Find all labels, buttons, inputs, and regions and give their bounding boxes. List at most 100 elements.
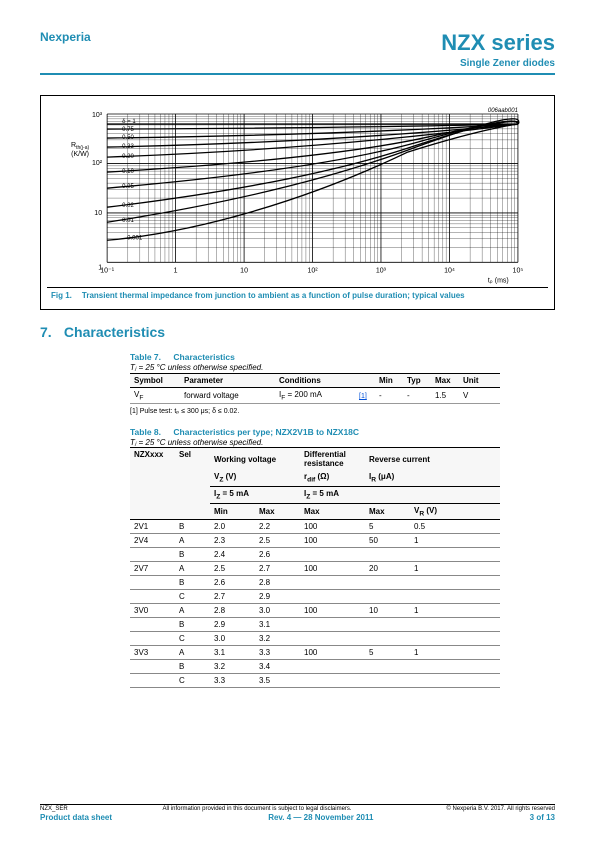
svg-text:0.05: 0.05 [122, 184, 134, 190]
table8-cell: 2.5 [210, 562, 255, 576]
table8-cell: A [175, 646, 210, 660]
table8-cell [130, 576, 175, 590]
table7-title: Characteristics [173, 352, 234, 362]
table7-footnote: [1] Pulse test: tₚ ≤ 300 μs; δ ≤ 0.02. [130, 407, 555, 415]
table8-cell: 2.8 [255, 576, 300, 590]
table8-label: Table 8. [130, 427, 161, 437]
table8-cell: 0.5 [410, 520, 500, 534]
section-title: Characteristics [64, 324, 165, 340]
table8-cell: 1 [410, 646, 500, 660]
table8-cell [130, 632, 175, 646]
table8-cell [365, 618, 410, 632]
svg-text:0.50: 0.50 [122, 135, 134, 141]
table8-cell: 3V3 [130, 646, 175, 660]
table8-cell: B [175, 548, 210, 562]
svg-text:10²: 10² [307, 267, 318, 274]
svg-text:10³: 10³ [92, 112, 103, 119]
table8-cell: B [175, 618, 210, 632]
table8-cell: 3.5 [255, 674, 300, 688]
table8-cell: 20 [365, 562, 410, 576]
svg-text:10: 10 [94, 210, 102, 217]
table8-cell: 2.9 [210, 618, 255, 632]
table8-cell: A [175, 562, 210, 576]
table8-cell: 3.0 [210, 632, 255, 646]
table8-cell: 3.2 [210, 660, 255, 674]
table8-cell: C [175, 674, 210, 688]
table8-cell: 2.6 [255, 548, 300, 562]
table8-cell [130, 674, 175, 688]
table8-cell: A [175, 604, 210, 618]
svg-text:(K/W): (K/W) [71, 151, 89, 158]
table8-cell: 100 [300, 520, 365, 534]
svg-text:0.33: 0.33 [122, 144, 134, 150]
table8-cell: 1 [410, 604, 500, 618]
table8-cell: 2V1 [130, 520, 175, 534]
table8-cell [365, 590, 410, 604]
footnote-link[interactable]: [1] [359, 393, 367, 400]
table8-cell: 100 [300, 604, 365, 618]
table8-subtitle: Tⱼ = 25 °C unless otherwise specified. [130, 438, 555, 447]
table8-cell: 2.6 [210, 576, 255, 590]
table8-cell [130, 618, 175, 632]
table8-cell: 1 [410, 562, 500, 576]
table8-cell [130, 660, 175, 674]
figure-1-box: 006aab001 [40, 95, 555, 310]
svg-text:10⁵: 10⁵ [513, 267, 524, 274]
table8-cell: 1 [410, 534, 500, 548]
footer-right: 3 of 13 [530, 813, 555, 822]
table8-cell: 2.9 [255, 590, 300, 604]
svg-text:0.20: 0.20 [122, 154, 134, 160]
table8-title: Characteristics per type; NZX2V1B to NZX… [173, 427, 359, 437]
footer-left: Product data sheet [40, 813, 112, 822]
svg-text:tₚ (ms): tₚ (ms) [488, 277, 509, 284]
table8-cell: C [175, 632, 210, 646]
table7: Symbol Parameter Conditions Min Typ Max … [130, 373, 500, 405]
table8-cell: 3.2 [255, 632, 300, 646]
table8-cell: 2.3 [210, 534, 255, 548]
page-footer: NZX_SER All information provided in this… [40, 804, 555, 822]
table8-cell: 2V7 [130, 562, 175, 576]
table8-cell [410, 590, 500, 604]
table8-cell: A [175, 534, 210, 548]
table8-cell: 3.0 [255, 604, 300, 618]
table8-cell [365, 632, 410, 646]
svg-text:0.01: 0.01 [122, 218, 134, 224]
footer-doc-id: NZX_SER [40, 806, 68, 812]
table8-cell [300, 548, 365, 562]
table8-cell: 2.4 [210, 548, 255, 562]
table8-cell: 3.1 [210, 646, 255, 660]
table8-cell [410, 618, 500, 632]
table8-cell [410, 576, 500, 590]
table8-cell: 3.1 [255, 618, 300, 632]
svg-text:1: 1 [174, 267, 178, 274]
table8-cell: 3.3 [255, 646, 300, 660]
table8-cell [410, 674, 500, 688]
table8-cell [365, 576, 410, 590]
table8-cell: 2.7 [255, 562, 300, 576]
table8-cell: 5 [365, 520, 410, 534]
brand-name: Nexperia [40, 30, 91, 44]
table8-cell [410, 660, 500, 674]
table8-cell: 2V4 [130, 534, 175, 548]
table8-cell [300, 660, 365, 674]
table8-cell [410, 548, 500, 562]
table8-cell [300, 590, 365, 604]
table8-cell: 2.0 [210, 520, 255, 534]
table8-cell [130, 548, 175, 562]
table8-cell [300, 576, 365, 590]
table8-cell [410, 632, 500, 646]
svg-text:10: 10 [240, 267, 248, 274]
svg-text:0.10: 0.10 [122, 169, 134, 175]
figure-label: Fig 1. [51, 291, 72, 300]
table8-cell [365, 660, 410, 674]
svg-text:10⁻¹: 10⁻¹ [100, 267, 114, 274]
svg-text:Rth(j-a): Rth(j-a) [71, 142, 89, 151]
table8: NZXxxx Sel Working voltage Differential … [130, 447, 500, 688]
footer-copyright: © Nexperia B.V. 2017. All rights reserve… [446, 806, 555, 812]
table8-cell: 50 [365, 534, 410, 548]
table7-subtitle: Tⱼ = 25 °C unless otherwise specified. [130, 363, 555, 372]
footer-disclaimer: All information provided in this documen… [163, 806, 352, 812]
svg-text:0.02: 0.02 [122, 203, 134, 209]
table8-cell: 100 [300, 646, 365, 660]
table8-cell: B [175, 576, 210, 590]
